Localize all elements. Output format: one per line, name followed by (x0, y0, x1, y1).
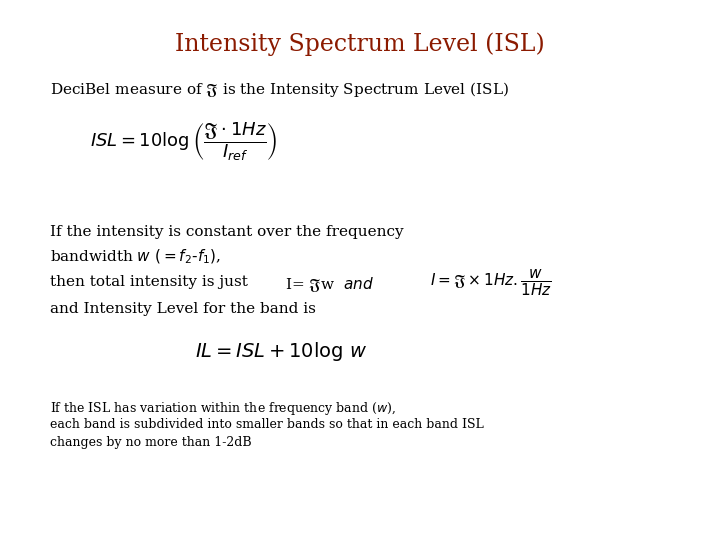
Text: then total intensity is just: then total intensity is just (50, 275, 248, 289)
Text: If the intensity is constant over the frequency: If the intensity is constant over the fr… (50, 225, 404, 239)
Text: Intensity Spectrum Level (ISL): Intensity Spectrum Level (ISL) (175, 32, 545, 56)
Text: and Intensity Level for the band is: and Intensity Level for the band is (50, 302, 316, 316)
Text: each band is subdivided into smaller bands so that in each band ISL: each band is subdivided into smaller ban… (50, 418, 484, 431)
Text: If the ISL has variation within the frequency band ($w$),: If the ISL has variation within the freq… (50, 400, 396, 417)
Text: I= $\mathfrak{J}$w  $\mathit{and}$: I= $\mathfrak{J}$w $\mathit{and}$ (285, 275, 374, 294)
Text: DeciBel measure of $\mathfrak{J}$ is the Intensity Spectrum Level (ISL): DeciBel measure of $\mathfrak{J}$ is the… (50, 80, 509, 99)
Text: changes by no more than 1-2dB: changes by no more than 1-2dB (50, 436, 251, 449)
Text: $I = \mathfrak{J}\times 1Hz.\dfrac{w}{1Hz}$: $I = \mathfrak{J}\times 1Hz.\dfrac{w}{1H… (430, 268, 552, 298)
Text: $IL = ISL + 10\log\, w$: $IL = ISL + 10\log\, w$ (195, 340, 367, 363)
Text: bandwidth $w$ $(=f_2\text{-}f_1)$,: bandwidth $w$ $(=f_2\text{-}f_1)$, (50, 248, 221, 266)
Text: $ISL = 10\log\left(\dfrac{\mathfrak{J}\cdot 1Hz}{I_{ref}}\right)$: $ISL = 10\log\left(\dfrac{\mathfrak{J}\c… (90, 120, 277, 163)
